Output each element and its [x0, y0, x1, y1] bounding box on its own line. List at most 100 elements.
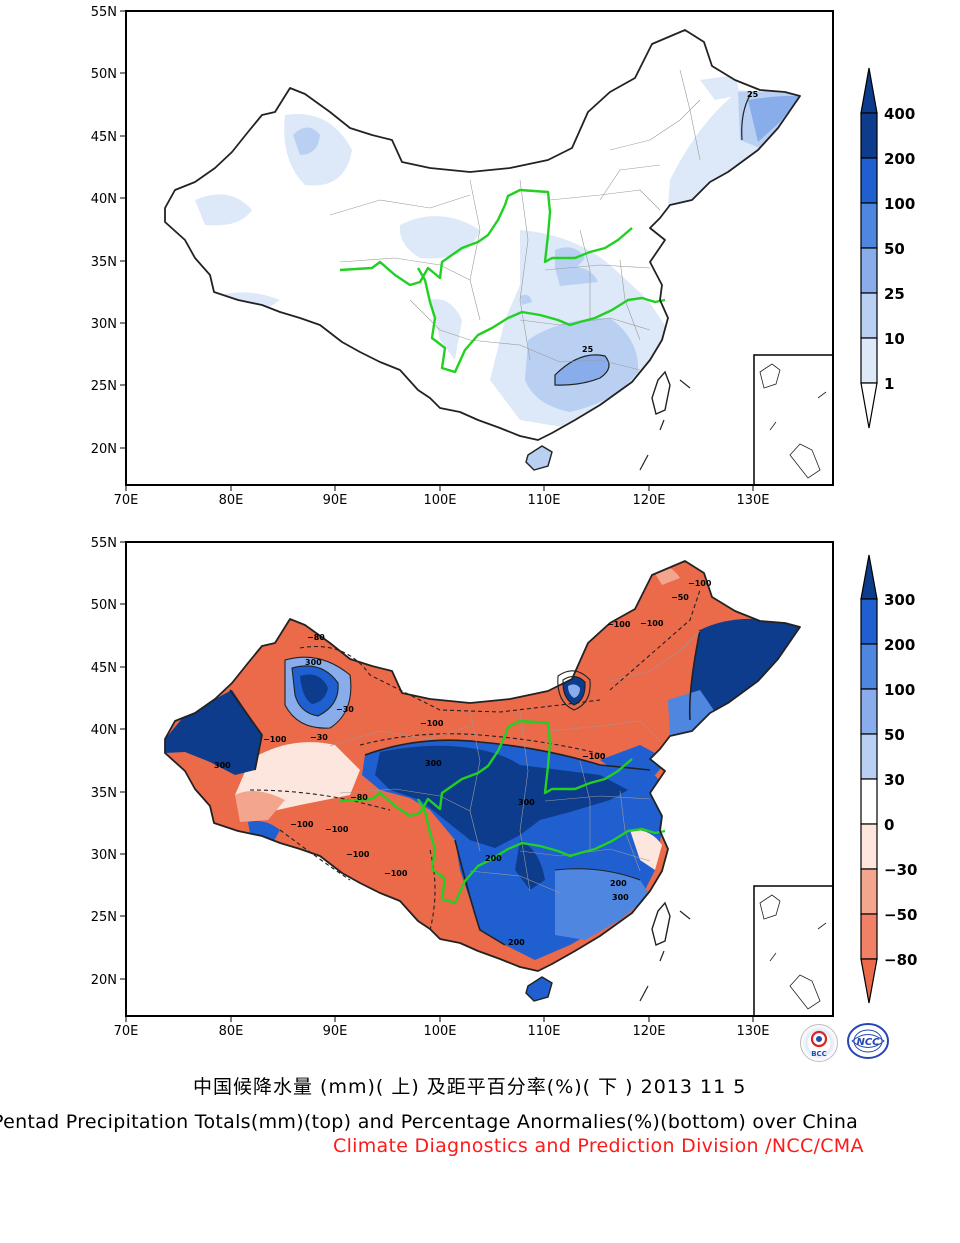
- lat-tick: 45N: [91, 661, 117, 676]
- lon-tick: 70E: [114, 1024, 139, 1039]
- yangtze-river: [416, 267, 666, 374]
- shade-neg-30: [235, 791, 285, 822]
- contour-label: 200: [508, 938, 525, 947]
- province-borders: [329, 69, 701, 371]
- colorbar-label: 200: [884, 636, 915, 654]
- contour-label: −30: [310, 733, 328, 742]
- shade-near-zero: [630, 829, 662, 870]
- lon-tick: 110E: [527, 493, 560, 508]
- bottom-lat-axis: 55N 50N 45N 40N 35N 30N 25N 20N: [91, 536, 126, 988]
- lat-tick: 40N: [91, 723, 117, 738]
- shade-band-10: [195, 194, 252, 226]
- contour-label: 25: [582, 345, 594, 354]
- lon-tick: 70E: [114, 493, 139, 508]
- contour-label: −100: [582, 752, 606, 761]
- shade-pos-max: [375, 745, 628, 848]
- lon-tick: 120E: [632, 1024, 665, 1039]
- colorbar-label: 100: [884, 195, 915, 213]
- colorbar-label: 400: [884, 105, 915, 123]
- contour-label: −30: [336, 705, 354, 714]
- colorbar-segment: [860, 643, 878, 690]
- colorbar-label: 30: [884, 771, 905, 789]
- lon-tick: 100E: [423, 493, 456, 508]
- bottom-map-frame: [125, 541, 834, 1017]
- south-china-sea-inset: [753, 354, 833, 485]
- contour-label: 300: [425, 759, 442, 768]
- shade-band-50: [555, 354, 609, 386]
- contour-label: −100: [325, 825, 349, 834]
- ncc-logo-text: NCC: [856, 1037, 880, 1048]
- colorbar-label: −50: [884, 906, 917, 924]
- lon-tick: 90E: [323, 493, 348, 508]
- bcc-logo-text: BCC: [811, 1050, 827, 1058]
- lat-tick: 20N: [91, 973, 117, 988]
- taiwan-island: [651, 901, 671, 946]
- contour-label: 300: [518, 798, 535, 807]
- top-precipitation-map: 25 25 55N 50N 45N 40N 35N 30N 25N 20N 70…: [91, 5, 916, 508]
- river-lines: [339, 719, 666, 905]
- lon-tick: 110E: [527, 1024, 560, 1039]
- shade-pos-high: [165, 690, 262, 775]
- river-lines: [339, 188, 666, 374]
- contour-label: 300: [612, 893, 629, 902]
- lat-tick: 35N: [91, 255, 117, 270]
- colorbar-segment: [860, 688, 878, 735]
- colorbar-segment: [860, 598, 878, 645]
- contour-label: −100: [607, 620, 631, 629]
- lon-tick: 100E: [423, 1024, 456, 1039]
- top-map-frame: [125, 10, 834, 486]
- colorbar-cap-low: [860, 958, 878, 1004]
- colorbar-label: −30: [884, 861, 917, 879]
- lat-tick: 30N: [91, 848, 117, 863]
- shade-pos-high: [600, 745, 668, 778]
- colorbar-label: 10: [884, 330, 905, 348]
- ncc-logo: NCC: [846, 1022, 890, 1060]
- bottom-colorbar: 300 200 100 50 30 0 −30 −50 −80: [860, 554, 917, 1004]
- bcc-logo: BCC: [800, 1024, 838, 1062]
- yellow-river: [339, 188, 633, 287]
- english-caption: Pentad Precipitation Totals(mm)(top) and…: [0, 1111, 859, 1133]
- lon-tick: 130E: [736, 1024, 769, 1039]
- contour-label: −100: [420, 719, 444, 728]
- taiwan-island: [651, 370, 671, 415]
- lat-tick: 55N: [91, 536, 117, 551]
- lat-tick: 20N: [91, 442, 117, 457]
- lon-tick: 80E: [219, 1024, 244, 1039]
- lat-tick: 50N: [91, 598, 117, 613]
- lon-tick: 80E: [219, 493, 244, 508]
- colorbar-segment: [860, 823, 878, 870]
- contour-label: 300: [305, 658, 322, 667]
- south-china-sea-inset: [753, 885, 833, 1016]
- contour-label: −80: [350, 793, 368, 802]
- yellow-river: [339, 719, 633, 818]
- contour-label: −100: [263, 735, 287, 744]
- bottom-anomaly-map: −100 −100 −100 −50 −80 300 300 −30 −30 −…: [91, 536, 918, 1039]
- colorbar-label: 300: [884, 591, 915, 609]
- islands: [639, 910, 691, 1002]
- islands: [639, 379, 691, 471]
- top-contour-labels: 25 25: [582, 90, 759, 354]
- colorbar-label: 25: [884, 285, 905, 303]
- top-colorbar: 400 200 100 50 25 10 1: [860, 67, 915, 429]
- contour-label: 200: [485, 854, 502, 863]
- shade-pos-max: [515, 840, 545, 890]
- contour-label: −100: [688, 579, 712, 588]
- contour-label: −100: [346, 850, 370, 859]
- colorbar-label: 100: [884, 681, 915, 699]
- contour-label: 200: [610, 879, 627, 888]
- lat-tick: 40N: [91, 192, 117, 207]
- contour-lines: [554, 91, 753, 386]
- lon-tick: 120E: [632, 493, 665, 508]
- colorbar-label: 1: [884, 375, 894, 393]
- yangtze-river: [416, 798, 666, 905]
- bottom-lon-axis: 70E 80E 90E 100E 110E 120E 130E: [114, 1016, 770, 1039]
- lat-tick: 25N: [91, 379, 117, 394]
- lon-tick: 90E: [323, 1024, 348, 1039]
- credit-line: Climate Diagnostics and Prediction Divis…: [333, 1135, 864, 1157]
- shade-band-10: [430, 299, 462, 360]
- colorbar-segment: [860, 733, 878, 780]
- contour-label: 300: [214, 761, 231, 770]
- anomaly-shading: [165, 564, 800, 960]
- hainan-island: [525, 445, 553, 471]
- precip-shading: [195, 75, 800, 430]
